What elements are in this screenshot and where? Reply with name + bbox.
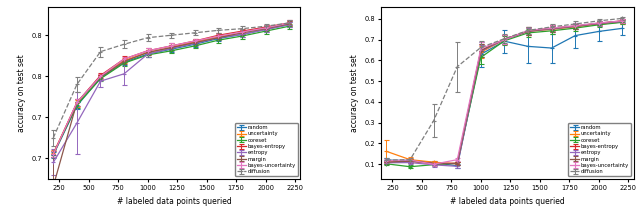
X-axis label: # labeled data points queried: # labeled data points queried — [117, 197, 232, 206]
Y-axis label: accuracy on test set: accuracy on test set — [349, 54, 359, 131]
X-axis label: # labeled data points queried: # labeled data points queried — [450, 197, 564, 206]
Legend: random, uncertainty, coreset, bayes-entropy, entropy, margin, bayes-uncertainty,: random, uncertainty, coreset, bayes-entr… — [568, 123, 631, 176]
Y-axis label: accuracy on test set: accuracy on test set — [17, 54, 26, 131]
Legend: random, uncertainty, coreset, bayes-entropy, entropy, margin, bayes-uncertainty,: random, uncertainty, coreset, bayes-entr… — [235, 123, 298, 176]
